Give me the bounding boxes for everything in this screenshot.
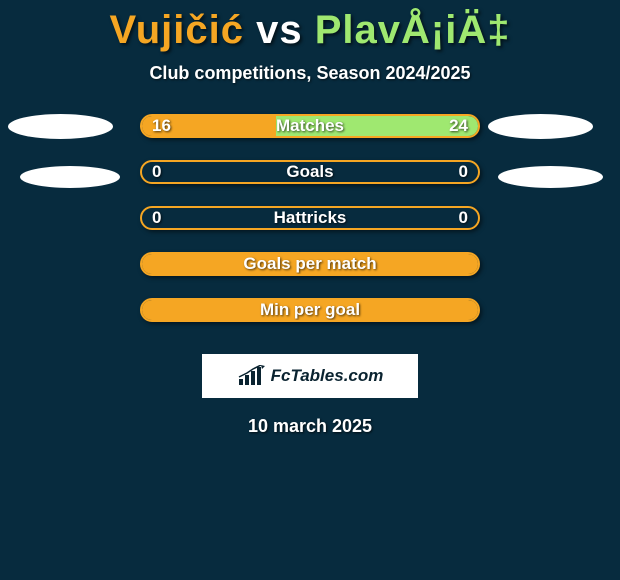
stat-label: Goals per match [243,254,376,274]
player1-value: 0 [152,208,161,228]
player2-value: 0 [459,162,468,182]
stat-bar: 0 0 Hattricks [140,206,480,230]
right-ellipse [498,166,603,188]
stat-label: Matches [276,116,344,136]
date: 10 march 2025 [0,416,620,437]
stat-row: 0 0 Hattricks [0,206,620,252]
stat-bar: Min per goal [140,298,480,322]
comparison-chart: 16 24 Matches 0 0 Goals 0 0 Hattricks Goals per m… [0,114,620,344]
stat-row: 0 0 Goals [0,160,620,206]
stat-bar: 16 24 Matches [140,114,480,138]
comparison-title: Vujičić vs PlavÅ¡iÄ‡ [0,0,620,53]
player2-value: 0 [459,208,468,228]
vs-label: vs [256,8,303,52]
player2-value: 24 [449,116,468,136]
stat-label: Hattricks [274,208,347,228]
brand-text: FcTables.com [271,366,384,386]
player1-name: Vujičić [110,8,244,52]
stat-row: Goals per match [0,252,620,298]
brand-badge: FcTables.com [202,354,418,398]
stat-row: 16 24 Matches [0,114,620,160]
player1-value: 0 [152,162,161,182]
player2-name: PlavÅ¡iÄ‡ [315,8,511,52]
right-ellipse [488,114,593,139]
stat-bar: 0 0 Goals [140,160,480,184]
brand-chart-icon [237,365,267,387]
stat-label: Goals [286,162,333,182]
left-ellipse [20,166,120,188]
stat-label: Min per goal [260,300,360,320]
subtitle: Club competitions, Season 2024/2025 [0,63,620,84]
stat-bar: Goals per match [140,252,480,276]
player1-value: 16 [152,116,171,136]
left-ellipse [8,114,113,139]
stat-row: Min per goal [0,298,620,344]
